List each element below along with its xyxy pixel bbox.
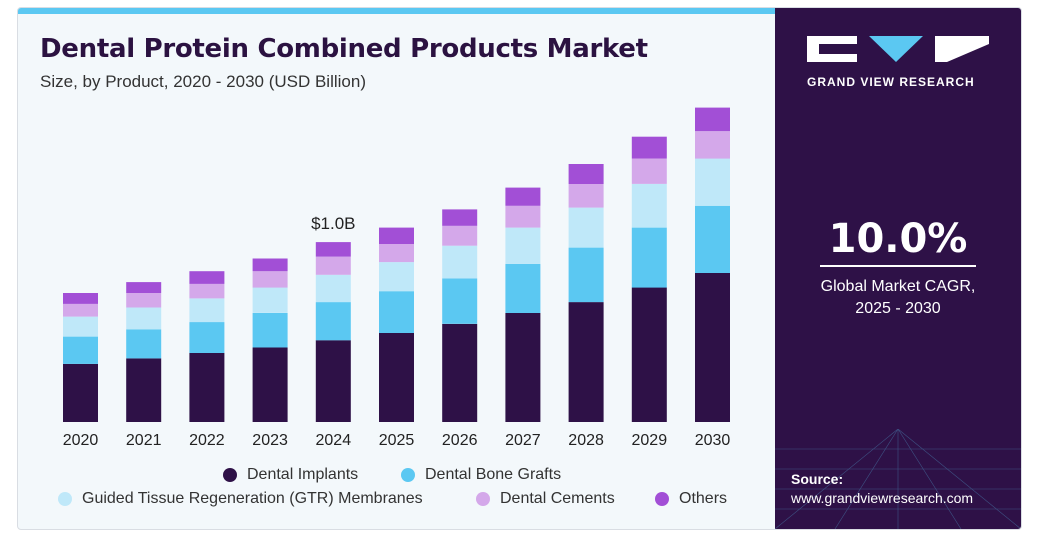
legend-label: Dental Cements bbox=[500, 490, 615, 507]
bar-2025-series-1 bbox=[379, 291, 414, 333]
x-tick-label: 2022 bbox=[189, 432, 225, 449]
bar-2026-series-3 bbox=[442, 225, 478, 246]
bar-2024-series-3 bbox=[315, 256, 351, 275]
legend-item: Others bbox=[655, 490, 727, 508]
bar-2021-series-4 bbox=[126, 282, 162, 293]
x-tick-label: 2030 bbox=[695, 432, 731, 449]
x-tick-label: 2026 bbox=[442, 432, 478, 449]
bar-2023-series-4 bbox=[252, 258, 288, 272]
bar-2020-series-2 bbox=[63, 316, 98, 337]
bar-2020-series-0 bbox=[63, 363, 98, 422]
legend-label: Dental Bone Grafts bbox=[425, 466, 562, 483]
bar-2026-series-2 bbox=[442, 245, 478, 279]
legend-label: Dental Implants bbox=[247, 466, 359, 483]
bar-2027-series-4 bbox=[505, 187, 541, 206]
infographic-card: Dental Protein Combined Products Market … bbox=[17, 7, 1022, 530]
chart-subtitle: Size, by Product, 2020 - 2030 (USD Billi… bbox=[40, 72, 366, 91]
bar-2023-series-3 bbox=[252, 271, 288, 288]
bar-2020-series-4 bbox=[63, 293, 98, 304]
brand-logo-icon bbox=[807, 36, 989, 62]
bar-2029-series-4 bbox=[631, 136, 667, 159]
bar-2021-series-2 bbox=[126, 307, 162, 330]
bar-2030-series-1 bbox=[695, 205, 730, 273]
chart-panel: Dental Protein Combined Products Market … bbox=[18, 8, 775, 529]
cagr-label-line-2: 2025 - 2030 bbox=[855, 300, 941, 317]
bar-2028-series-4 bbox=[568, 164, 604, 184]
bar-2022-series-4 bbox=[189, 271, 225, 284]
cagr-label-line-1: Global Market CAGR, bbox=[820, 278, 976, 295]
legend-swatch bbox=[223, 468, 237, 482]
bar-2021-series-3 bbox=[126, 293, 162, 308]
bar-2028-series-3 bbox=[568, 184, 604, 208]
page-title: Dental Protein Combined Products Market bbox=[40, 34, 648, 64]
cagr-label: Global Market CAGR, 2025 - 2030 bbox=[775, 276, 1021, 320]
bar-2027-series-3 bbox=[505, 205, 541, 228]
bar-2021-series-1 bbox=[126, 329, 162, 359]
bar-2029-series-2 bbox=[631, 184, 667, 228]
bar-2028-series-0 bbox=[568, 302, 604, 422]
bar-chart: 2020 2021 2022 2023 2024 $1.0B 2025 2026 2027 202… bbox=[63, 107, 731, 449]
x-tick-label: 2024 bbox=[316, 432, 352, 449]
cagr-divider bbox=[820, 265, 976, 267]
legend-swatch bbox=[58, 492, 72, 506]
bar-2023-series-2 bbox=[252, 287, 288, 313]
source-url: www.grandviewresearch.com bbox=[791, 490, 974, 506]
bar-2020-series-1 bbox=[63, 336, 98, 364]
bar-2023-series-0 bbox=[252, 347, 288, 422]
bar-2025-series-2 bbox=[379, 262, 414, 292]
bar-2022-series-0 bbox=[189, 352, 225, 422]
bar-2030-series-3 bbox=[695, 131, 730, 159]
bar-2022-series-3 bbox=[189, 283, 225, 299]
bar-2029-series-1 bbox=[631, 227, 667, 288]
x-tick-label: 2028 bbox=[568, 432, 604, 449]
bar-2029-series-0 bbox=[631, 287, 667, 422]
legend-item: Dental Bone Grafts bbox=[401, 466, 561, 484]
sidebar-panel: GRAND VIEW RESEARCH 10.0% Global Market … bbox=[775, 8, 1021, 529]
x-tick-label: 2029 bbox=[632, 432, 668, 449]
bar-2027-series-0 bbox=[505, 313, 541, 422]
cagr-value: 10.0% bbox=[828, 216, 968, 262]
x-tick-label: 2027 bbox=[505, 432, 541, 449]
bar-2024-series-4 bbox=[315, 242, 351, 257]
legend-item: Guided Tissue Regeneration (GTR) Membran… bbox=[58, 490, 423, 508]
data-label-annotation: $1.0B bbox=[311, 214, 355, 233]
accent-bar bbox=[18, 8, 775, 14]
bar-2030-series-0 bbox=[695, 273, 730, 422]
bar-2024-series-0 bbox=[315, 340, 351, 422]
legend-label: Others bbox=[679, 490, 728, 507]
bar-2028-series-1 bbox=[568, 247, 604, 303]
x-tick-label: 2021 bbox=[126, 432, 162, 449]
bar-2029-series-3 bbox=[631, 158, 667, 184]
legend-swatch bbox=[401, 468, 415, 482]
source-label: Source: bbox=[791, 471, 844, 487]
bar-2026-series-0 bbox=[442, 323, 478, 422]
bar-2028-series-2 bbox=[568, 207, 604, 248]
bar-2023-series-1 bbox=[252, 313, 288, 348]
x-tick-label: 2023 bbox=[252, 432, 288, 449]
bar-2025-series-4 bbox=[379, 227, 414, 244]
bar-2021-series-0 bbox=[126, 358, 162, 422]
brand-name: GRAND VIEW RESEARCH bbox=[807, 75, 975, 89]
legend-label: Guided Tissue Regeneration (GTR) Membran… bbox=[82, 490, 423, 507]
decorative-grid bbox=[775, 429, 1021, 529]
bar-2022-series-2 bbox=[189, 298, 225, 322]
legend-item: Dental Implants bbox=[223, 466, 358, 484]
bar-2027-series-1 bbox=[505, 263, 541, 313]
x-tick-label: 2025 bbox=[379, 432, 415, 449]
bar-2025-series-0 bbox=[379, 333, 414, 422]
bar-2020-series-3 bbox=[63, 303, 98, 317]
bar-2030-series-2 bbox=[695, 158, 730, 206]
legend-swatch bbox=[655, 492, 669, 506]
bar-2027-series-2 bbox=[505, 227, 541, 264]
x-tick-label: 2020 bbox=[63, 432, 99, 449]
bar-2030-series-4 bbox=[695, 107, 730, 132]
legend-item: Dental Cements bbox=[476, 490, 615, 508]
bar-2024-series-2 bbox=[315, 274, 351, 303]
legend-swatch bbox=[476, 492, 490, 506]
bar-2026-series-1 bbox=[442, 278, 478, 324]
bar-2024-series-1 bbox=[315, 302, 351, 341]
bar-2022-series-1 bbox=[189, 322, 225, 353]
bar-2026-series-4 bbox=[442, 209, 478, 226]
bar-2025-series-3 bbox=[379, 243, 414, 263]
